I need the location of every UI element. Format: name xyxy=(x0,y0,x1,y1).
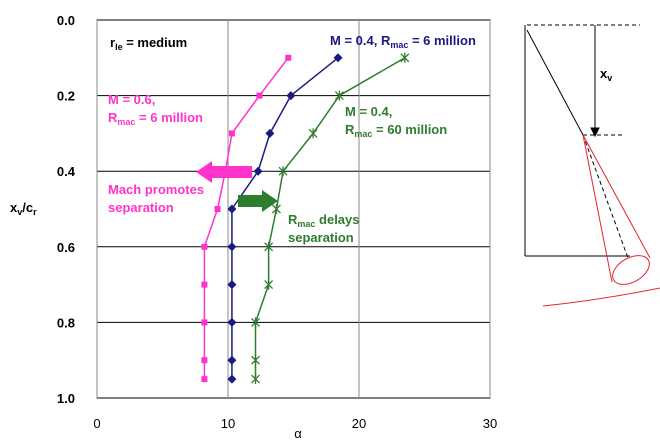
marker xyxy=(227,317,237,327)
sketch-label: xv xyxy=(600,66,612,83)
x-tick-label: 20 xyxy=(352,416,366,431)
marker xyxy=(201,281,208,288)
series-line xyxy=(231,57,339,380)
series-label: M = 0.4, xyxy=(345,104,392,119)
x-tick-label: 10 xyxy=(221,416,235,431)
marker xyxy=(251,317,260,328)
marker xyxy=(201,376,208,383)
annotation: Mach promotes xyxy=(108,182,204,197)
marker xyxy=(333,53,343,63)
marker xyxy=(251,374,260,385)
vortex xyxy=(612,255,650,285)
annotation: Rmac delays xyxy=(288,212,360,229)
vortex xyxy=(582,134,651,283)
y-tick-label: 0.0 xyxy=(57,13,75,28)
note: rle = medium xyxy=(110,35,187,52)
marker xyxy=(227,374,237,384)
marker xyxy=(228,130,235,137)
marker xyxy=(227,355,237,365)
plot-area: 0.0 0.2 0.4 0.6 0.8 1.0 0 10 20 30 xyxy=(57,13,497,431)
marker xyxy=(286,91,296,101)
y-tick-label: 1.0 xyxy=(57,391,75,406)
annotation: separation xyxy=(288,230,354,245)
marker xyxy=(285,54,292,61)
y-tick-label: 0.6 xyxy=(57,240,75,255)
series-label: Rmac = 6 million xyxy=(108,110,203,127)
series-label: M = 0.6, xyxy=(108,92,155,107)
marker xyxy=(400,52,410,63)
marker xyxy=(264,279,274,290)
sketch xyxy=(524,24,660,307)
marker xyxy=(265,128,275,138)
y-tick-label: 0.2 xyxy=(57,89,75,104)
x-tick-label: 30 xyxy=(483,416,497,431)
marker xyxy=(201,319,208,326)
y-axis-label: xv/cr xyxy=(10,200,37,217)
marker xyxy=(253,166,263,176)
series-line xyxy=(254,57,406,380)
series-label: M = 0.4, Rmac = 6 million xyxy=(330,33,476,50)
annotation: separation xyxy=(108,200,174,215)
marker xyxy=(227,280,237,290)
marker xyxy=(214,206,221,212)
marker xyxy=(272,204,281,214)
arrow xyxy=(196,161,252,183)
marker xyxy=(308,128,318,139)
marker xyxy=(278,166,288,177)
x-axis-label: α xyxy=(294,426,302,441)
sketch-arrowhead xyxy=(590,127,600,138)
sketch-line xyxy=(582,134,629,259)
vortex xyxy=(542,287,660,307)
x-tick-label: 0 xyxy=(93,416,100,431)
marker xyxy=(264,241,274,252)
series-line xyxy=(203,57,289,380)
marker xyxy=(227,204,237,214)
marker xyxy=(256,92,263,99)
series-label: Rmac = 60 million xyxy=(345,122,447,139)
marker xyxy=(334,90,344,101)
y-tick-label: 0.8 xyxy=(57,315,75,330)
marker xyxy=(251,355,260,366)
marker xyxy=(201,243,208,250)
marker xyxy=(227,242,237,252)
sketch-line xyxy=(526,29,584,136)
marker xyxy=(201,357,208,364)
arrow xyxy=(238,190,278,212)
y-tick-label: 0.4 xyxy=(57,164,76,179)
